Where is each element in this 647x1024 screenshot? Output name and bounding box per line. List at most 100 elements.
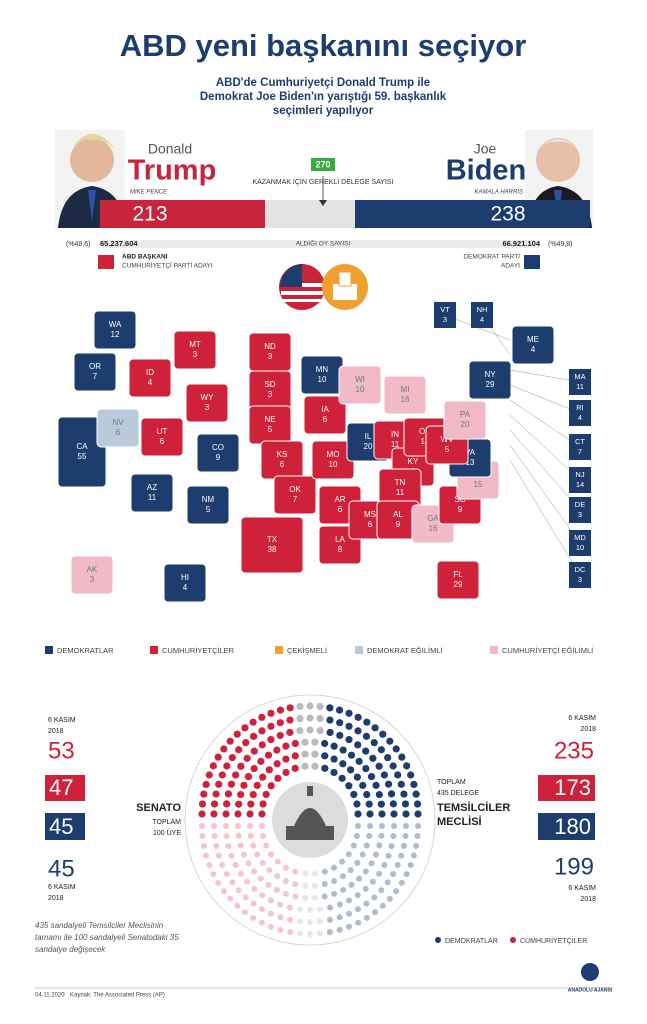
seat <box>403 871 410 878</box>
house-name: MECLİSİ <box>437 815 482 828</box>
seat <box>327 904 334 911</box>
seat <box>414 810 422 818</box>
state-code: CT <box>575 437 585 446</box>
state-code: KS <box>277 450 288 459</box>
seat <box>384 780 393 788</box>
seat <box>311 762 319 770</box>
seat <box>354 892 361 899</box>
date: 2018 <box>580 726 596 733</box>
seat <box>306 714 314 722</box>
state-code: MS <box>364 510 376 519</box>
state-code: VT <box>440 305 450 314</box>
dem-share: (%49,8) <box>548 241 573 248</box>
seat <box>380 771 388 779</box>
seat <box>210 810 218 818</box>
seat <box>301 762 309 770</box>
seat <box>346 897 353 904</box>
seat <box>321 893 328 900</box>
state <box>185 383 229 423</box>
seat <box>372 909 379 916</box>
seat <box>330 755 338 763</box>
callout-box <box>471 302 493 328</box>
seat <box>215 852 222 859</box>
dem-last-name: Biden <box>446 155 527 187</box>
seat <box>237 842 244 849</box>
seat <box>355 919 362 926</box>
seat <box>348 881 355 888</box>
callout-box <box>569 400 591 426</box>
state <box>338 365 382 405</box>
state-votes: 6 <box>280 460 285 469</box>
state <box>186 485 230 525</box>
seat <box>225 843 232 850</box>
state-code: AL <box>393 510 403 519</box>
seat <box>296 906 303 913</box>
seat <box>336 719 344 727</box>
seat <box>283 864 289 871</box>
state-code: WI <box>355 375 365 384</box>
subtitle: Demokrat Joe Biden'ın yarıştığı 59. başk… <box>200 91 447 103</box>
seat <box>338 774 346 782</box>
seat <box>336 731 344 740</box>
rep-first-name: Donald <box>148 141 192 157</box>
seat <box>400 790 408 798</box>
seat <box>287 929 294 936</box>
seat <box>321 764 329 772</box>
seat <box>362 764 370 773</box>
state-code: KY <box>408 457 419 466</box>
seat <box>407 771 415 779</box>
seat <box>400 842 407 849</box>
seat <box>209 762 217 770</box>
seat <box>250 914 257 921</box>
seat <box>282 768 290 777</box>
legend-swatch <box>275 646 283 654</box>
seat <box>363 900 370 907</box>
note: 435 sandalyeli Temsilciler Meclisinin <box>35 921 164 930</box>
state-votes: 6 <box>323 415 328 424</box>
seat <box>368 860 375 867</box>
state-code: MN <box>316 365 329 374</box>
seat <box>391 823 397 829</box>
seat <box>316 702 324 711</box>
seat <box>265 766 273 774</box>
seat <box>386 737 394 745</box>
state-code: MT <box>189 340 201 349</box>
seat <box>354 810 362 818</box>
state-code: SC <box>454 495 465 504</box>
state-code: ND <box>264 342 276 351</box>
seat <box>267 897 274 904</box>
legend-swatch <box>150 646 158 654</box>
seat <box>267 722 275 730</box>
seat <box>282 877 289 884</box>
seat <box>258 727 266 735</box>
seat <box>379 823 385 829</box>
seat <box>312 870 319 877</box>
seat <box>388 843 395 850</box>
seat <box>366 810 374 818</box>
seat <box>346 923 353 930</box>
seat <box>345 736 353 744</box>
seat <box>205 771 213 779</box>
seat <box>354 727 362 735</box>
state <box>303 395 347 435</box>
seat <box>403 823 409 829</box>
seat <box>345 782 353 790</box>
state-code: MA <box>574 372 585 381</box>
seat <box>296 702 304 711</box>
value-box <box>45 775 85 801</box>
seat <box>367 823 373 829</box>
seat <box>258 919 265 926</box>
seat <box>251 868 258 875</box>
dem-bar <box>355 200 590 228</box>
state-votes: 3 <box>578 575 582 584</box>
seat <box>254 851 261 858</box>
state-code: AR <box>334 495 345 504</box>
state-votes: 3 <box>193 350 198 359</box>
seat <box>307 931 313 937</box>
state-votes: 16 <box>401 395 410 404</box>
seat <box>317 906 324 913</box>
seat <box>242 894 249 901</box>
callout-line <box>509 399 581 448</box>
state-code: LA <box>335 535 345 544</box>
